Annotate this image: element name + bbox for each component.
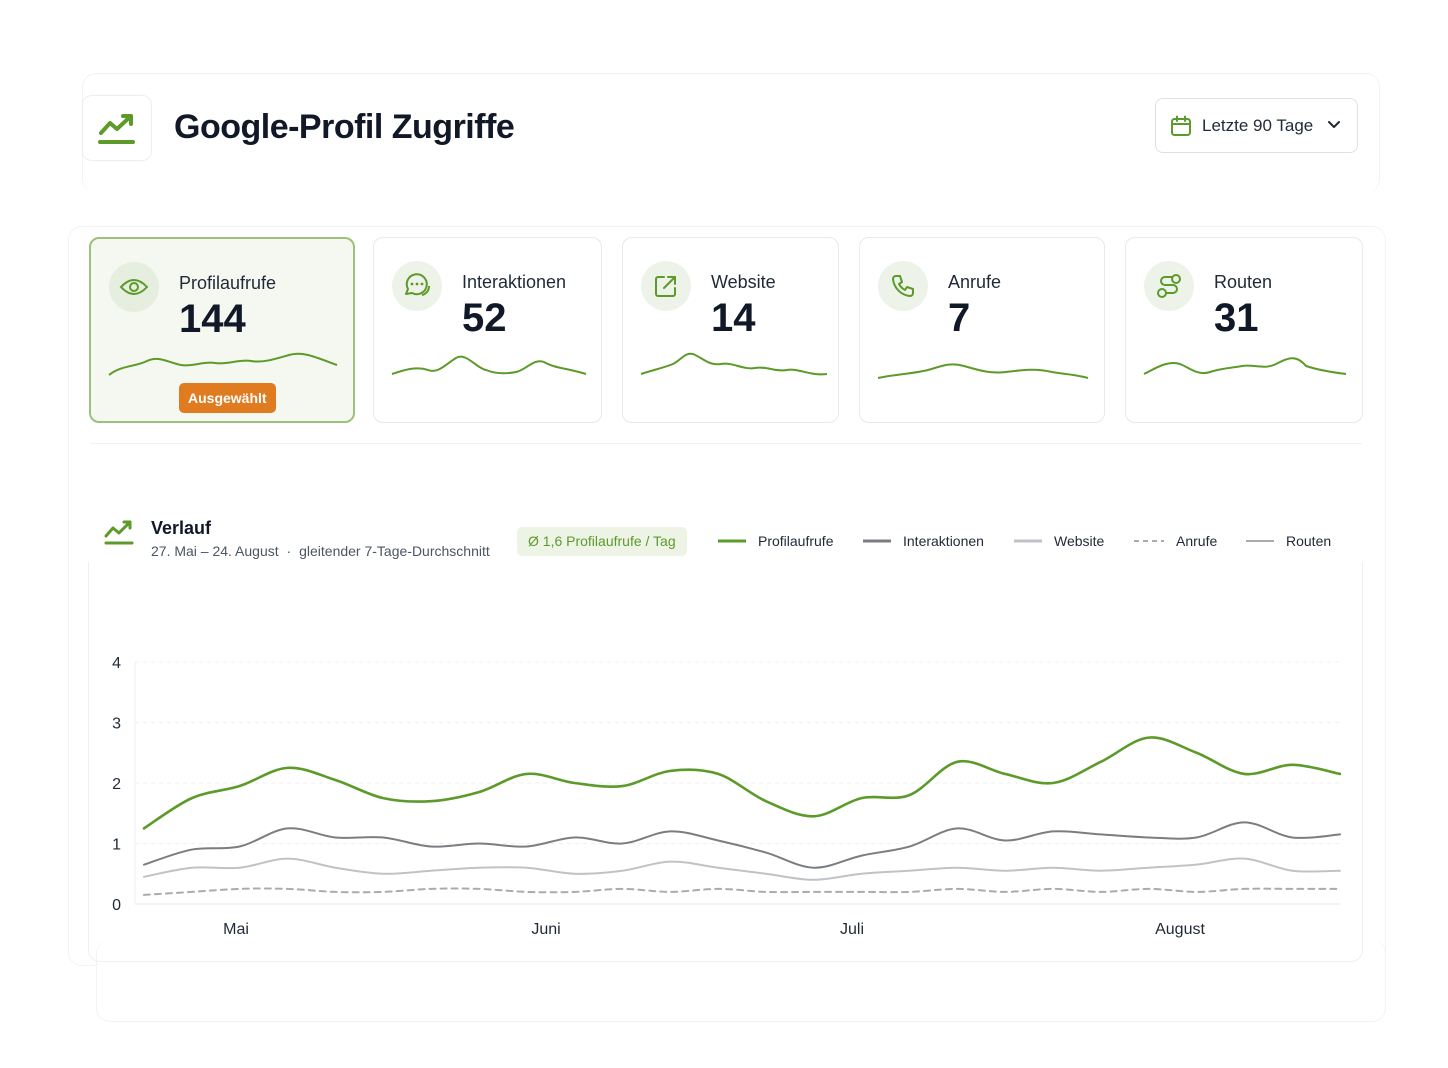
metric-value: 144: [179, 297, 246, 341]
date-range-select[interactable]: Letzte 90 Tage: [1155, 98, 1358, 153]
phone-icon: [878, 261, 928, 311]
legend-item-anrufe[interactable]: Anrufe: [1134, 533, 1217, 549]
metric-card-profilaufrufe[interactable]: Profilaufrufe 144 Ausgewählt: [89, 237, 355, 423]
chart-smoothing-note: gleitender 7-Tage-Durchschnitt: [299, 543, 490, 559]
legend-item-profilaufrufe[interactable]: Profilaufrufe: [718, 533, 833, 549]
x-tick-label: Juni: [531, 921, 560, 938]
metric-label: Website: [711, 272, 776, 292]
chart-title: Verlauf: [151, 518, 212, 538]
y-tick-label: 0: [112, 897, 121, 914]
chart-date-range: 27. Mai – 24. August: [151, 543, 279, 559]
y-tick-label: 1: [112, 837, 121, 854]
metric-card-anrufe[interactable]: Anrufe 7: [859, 237, 1105, 423]
metric-label: Anrufe: [948, 272, 1002, 292]
legend-item-website[interactable]: Website: [1014, 533, 1104, 549]
series-line-anrufe: [143, 887, 1341, 896]
trend-up-icon: [82, 95, 152, 161]
subtitle-separator: ·: [286, 543, 292, 559]
legend-item-routen[interactable]: Routen: [1246, 533, 1331, 549]
metric-value: 14: [711, 296, 756, 340]
metric-label: Profilaufrufe: [179, 273, 277, 293]
average-badge: Ø 1,6 Profilaufrufe / Tag: [517, 527, 687, 556]
sparkline: [391, 355, 587, 375]
legend-label: Routen: [1286, 533, 1332, 549]
metric-card-website[interactable]: Website 14: [622, 237, 839, 423]
metric-value: 7: [948, 296, 971, 340]
series-line-website: [143, 857, 1341, 881]
calendar-icon: [1171, 115, 1191, 136]
metric-card-routen[interactable]: Routen 31: [1125, 237, 1363, 423]
y-tick-label: 3: [112, 716, 121, 733]
legend-label: Anrufe: [1176, 533, 1218, 549]
metric-value: 31: [1214, 296, 1259, 340]
selected-badge: Ausgewählt: [179, 383, 276, 413]
route-icon: [1144, 261, 1194, 311]
y-tick-label: 4: [112, 655, 121, 672]
chart-frame: [88, 562, 1363, 962]
chat-bubbles-icon: [392, 261, 442, 311]
chart-subtitle: 27. Mai – 24. August · gleitender 7-Tage…: [151, 543, 490, 559]
sparkline: [1143, 357, 1347, 375]
metric-label: Interaktionen: [462, 272, 567, 292]
chevron-down-icon: [1328, 121, 1340, 128]
x-tick-label: Mai: [223, 921, 249, 938]
series-line-profilaufrufe: [142, 736, 1342, 830]
metric-value: 52: [462, 296, 507, 340]
eye-icon: [109, 262, 159, 312]
sparkline: [877, 363, 1089, 379]
legend-label: Interaktionen: [903, 533, 984, 549]
external-link-icon: [641, 261, 691, 311]
legend-label: Profilaufrufe: [758, 533, 834, 549]
metric-card-interaktionen[interactable]: Interaktionen 52: [373, 237, 602, 423]
sparkline: [640, 352, 828, 376]
legend-item-interaktionen[interactable]: Interaktionen: [863, 533, 984, 549]
x-tick-label: August: [1155, 921, 1205, 938]
page-title: Google-Profil Zugriffe: [174, 108, 515, 146]
trend-up-icon: [104, 520, 134, 545]
date-range-label: Letzte 90 Tage: [1202, 115, 1314, 135]
series-line-interaktionen: [143, 821, 1341, 869]
footer-panel: [96, 940, 1386, 1022]
metric-label: Routen: [1214, 272, 1273, 292]
x-tick-label: Juli: [840, 921, 864, 938]
legend-label: Website: [1054, 533, 1105, 549]
section-divider: [90, 443, 1362, 444]
y-tick-label: 2: [112, 776, 121, 793]
sparkline: [108, 352, 338, 376]
